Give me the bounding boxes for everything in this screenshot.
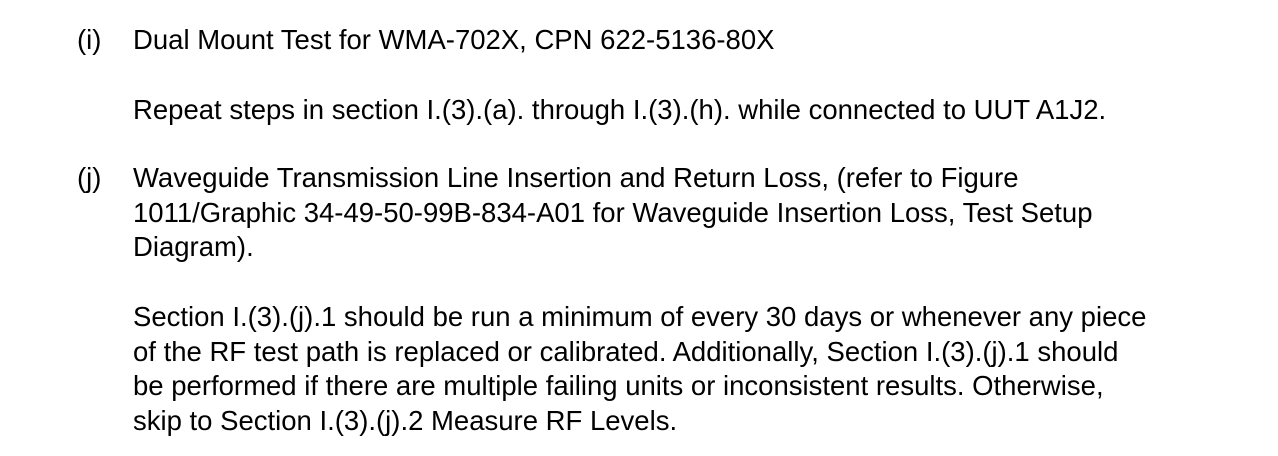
- section-j-title-line: 1011/Graphic 34-49-50-99B-834-A01 for Wa…: [133, 196, 1093, 228]
- section-i-body-text: Repeat steps in section I.(3).(a). throu…: [133, 94, 1107, 125]
- section-j-body: Section I.(3).(j).1 should be run a mini…: [133, 300, 1253, 438]
- section-i-label: (i): [77, 24, 102, 55]
- section-i-title: Dual Mount Test for WMA-702X, CPN 622-51…: [133, 23, 1253, 58]
- section-i-body: Repeat steps in section I.(3).(a). throu…: [133, 93, 1253, 128]
- section-i-title-text: Dual Mount Test for WMA-702X, CPN 622-51…: [133, 24, 775, 55]
- section-j-body-line: skip to Section I.(3).(j).2 Measure RF L…: [133, 404, 678, 436]
- section-j-label: (j): [77, 162, 102, 193]
- section-j-body-line: Section I.(3).(j).1 should be run a mini…: [133, 301, 1147, 332]
- section-j-body-line: of the RF test path is replaced or calib…: [133, 335, 1119, 367]
- section-j-title: Waveguide Transmission Line Insertion an…: [133, 161, 1253, 265]
- section-j-title-line: Diagram).: [133, 231, 254, 262]
- section-j-body-line: be performed if there are multiple faili…: [133, 370, 1104, 401]
- section-j-title-line: Waveguide Transmission Line Insertion an…: [133, 162, 1019, 193]
